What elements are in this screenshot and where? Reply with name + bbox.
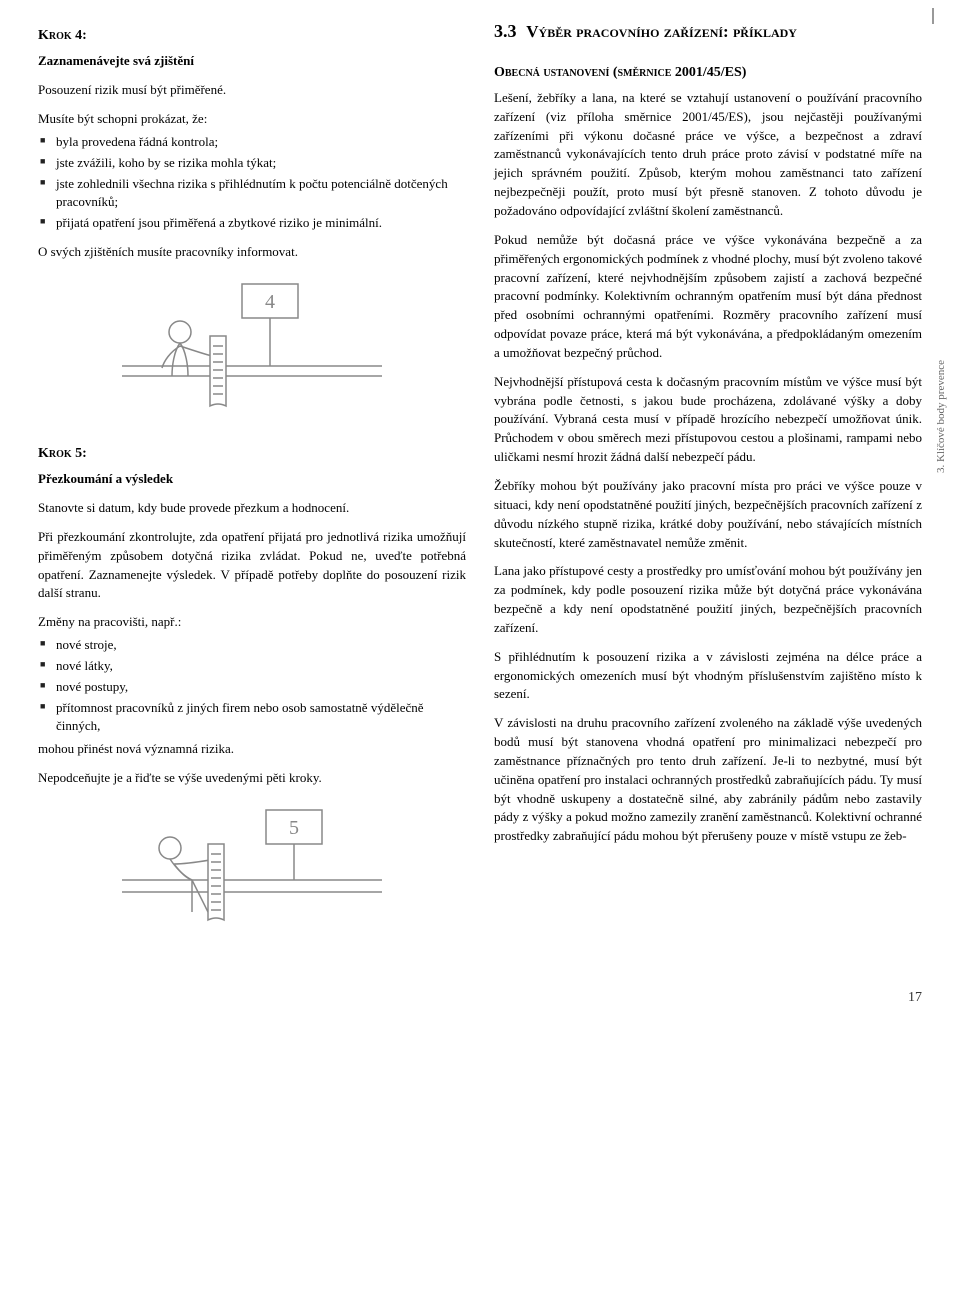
list-item: byla provedena řádná kontrola;: [38, 133, 466, 152]
right-para7: V závislosti na druhu pracovního zařízen…: [494, 714, 922, 846]
krok5-para4: mohou přinést nová významná rizika.: [38, 740, 466, 759]
list-item: nové látky,: [38, 657, 466, 676]
list-item: jste zvážili, koho by se rizika mohla tý…: [38, 154, 466, 173]
illustration-step4: 4: [122, 276, 382, 426]
krok5-list: nové stroje, nové látky, nové postupy, p…: [38, 636, 466, 736]
krok5-para3: Změny na pracovišti, např.:: [38, 613, 466, 632]
list-item: přítomnost pracovníků z jiných firem neb…: [38, 699, 466, 737]
list-item: nové postupy,: [38, 678, 466, 697]
right-para1: Lešení, žebříky a lana, na které se vzta…: [494, 89, 922, 221]
krok5-para2: Při přezkoumání zkontrolujte, zda opatře…: [38, 528, 466, 603]
section-3-3-heading: 3.3 Výběr pracovního zařízení: příklady: [494, 18, 922, 45]
decorative-bar: [932, 8, 934, 24]
krok4-subheading: Zaznamenávejte svá zjištění: [38, 52, 466, 71]
right-para3: Nejvhodnější přístupová cesta k dočasným…: [494, 373, 922, 467]
krok4-para2: Musíte být schopni prokázat, že:: [38, 110, 466, 129]
krok5-subheading: Přezkoumání a výsledek: [38, 470, 466, 489]
svg-text:4: 4: [265, 291, 275, 313]
list-item: jste zohlednili všechna rizika s přihléd…: [38, 175, 466, 213]
subheading-obecna: Obecná ustanovení (směrnice 2001/45/ES): [494, 63, 922, 83]
illustration-step5: 5: [122, 802, 382, 952]
krok4-para3: O svých zjištěních musíte pracovníky inf…: [38, 243, 466, 262]
krok5-para5: Nepodceňujte je a řiďte se výše uvedeným…: [38, 769, 466, 788]
list-item: přijatá opatření jsou přiměřená a zbytko…: [38, 214, 466, 233]
krok5-para1: Stanovte si datum, kdy bude provede přez…: [38, 499, 466, 518]
krok4-list: byla provedena řádná kontrola; jste zváž…: [38, 133, 466, 233]
section-number: 3.3: [494, 21, 517, 41]
left-column: Krok 4: Zaznamenávejte svá zjištění Poso…: [38, 18, 466, 970]
right-para2: Pokud nemůže být dočasná práce ve výšce …: [494, 231, 922, 363]
svg-text:5: 5: [289, 817, 299, 839]
krok5-heading: Krok 5:: [38, 444, 466, 464]
two-column-layout: Krok 4: Zaznamenávejte svá zjištění Poso…: [38, 18, 922, 970]
right-para5: Lana jako přístupové cesty a prostředky …: [494, 562, 922, 637]
krok4-heading: Krok 4:: [38, 26, 466, 46]
right-column: 3.3 Výběr pracovního zařízení: příklady …: [494, 18, 922, 970]
sidebar-chapter-label: 3. Klíčové body prevence: [934, 360, 950, 473]
section-title: Výběr pracovního zařízení: příklady: [526, 22, 797, 41]
right-para6: S přihlédnutím k posouzení rizika a v zá…: [494, 648, 922, 705]
list-item: nové stroje,: [38, 636, 466, 655]
right-para4: Žebříky mohou být používány jako pracovn…: [494, 477, 922, 552]
krok4-para1: Posouzení rizik musí být přiměřené.: [38, 81, 466, 100]
page-number: 17: [38, 970, 922, 1008]
